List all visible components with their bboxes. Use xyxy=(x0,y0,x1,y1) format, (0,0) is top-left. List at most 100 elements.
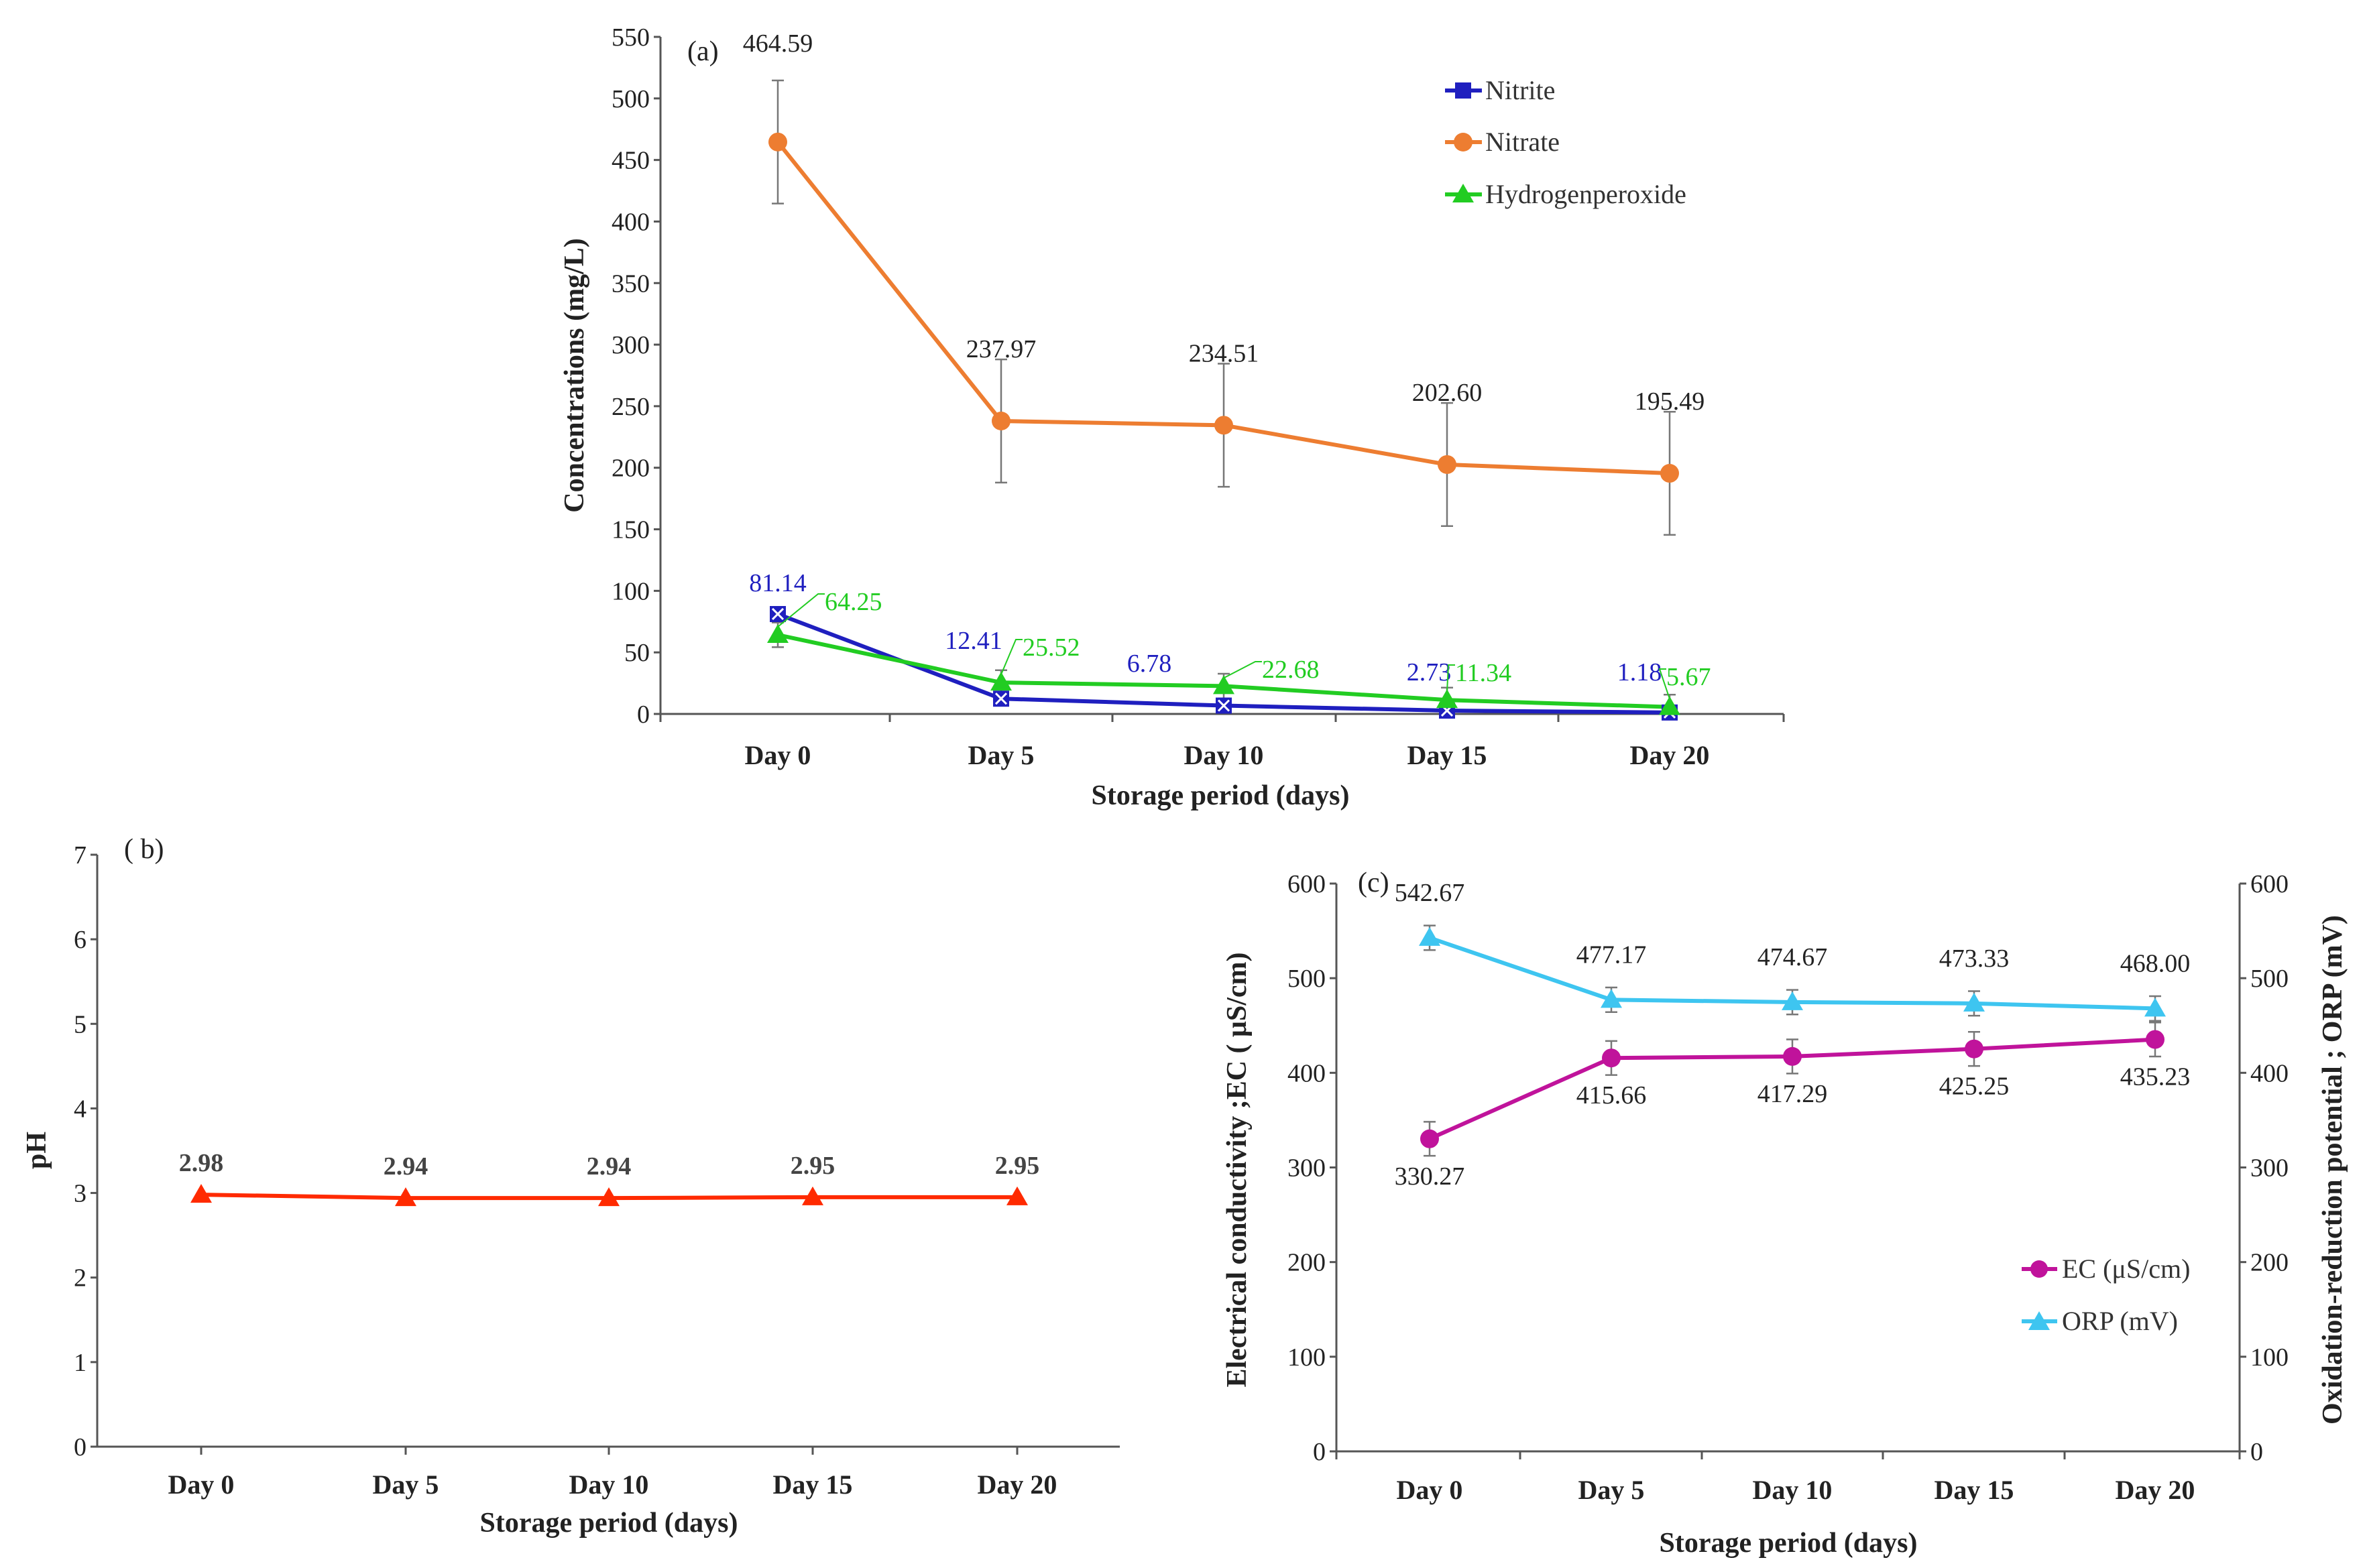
hydrogenperoxide-leader-2 xyxy=(1223,661,1262,679)
hydrogenperoxide-data-label-0: 64.25 xyxy=(825,588,882,616)
ec-data-label-4: 435.23 xyxy=(2120,1063,2191,1091)
ph-data-label-0: 2.98 xyxy=(179,1149,224,1177)
nitrite-data-label-3: 2.73 xyxy=(1407,658,1452,686)
ec-data-label-2: 417.29 xyxy=(1757,1080,1828,1108)
nitrate-data-label-1: 237.97 xyxy=(966,335,1037,363)
hydrogenperoxide-data-label-2: 22.68 xyxy=(1262,656,1320,684)
panel-a-ytick-label-1: 50 xyxy=(624,639,650,667)
panel-c-right-ytick-label-1: 100 xyxy=(2250,1343,2289,1372)
ph-data-label-3: 2.95 xyxy=(791,1152,835,1180)
panel-c-xtick-label-1: Day 5 xyxy=(1578,1475,1645,1505)
orp-data-label-1: 477.17 xyxy=(1576,941,1647,969)
nitrate-point-4 xyxy=(1660,464,1679,483)
nitrate-data-label-2: 234.51 xyxy=(1189,339,1259,367)
ph-point-0 xyxy=(190,1184,212,1203)
orp-data-label-4: 468.00 xyxy=(2120,949,2191,977)
ph-data-label-2: 2.94 xyxy=(587,1152,632,1181)
ph-data-label-4: 2.95 xyxy=(995,1152,1040,1180)
panel-c-right-ytick-label-4: 400 xyxy=(2250,1059,2289,1087)
panel-b-ytick-label-3: 3 xyxy=(74,1180,86,1208)
hydrogenperoxide-data-label-4: 5.67 xyxy=(1666,663,1711,691)
panel-a-ytick-label-11: 550 xyxy=(612,23,650,52)
panel-b-y-axis-label: pH xyxy=(21,1132,52,1169)
ec-point-1 xyxy=(1602,1048,1621,1068)
hydrogenperoxide-data-label-1: 25.52 xyxy=(1023,634,1080,662)
panel-b-x-axis-label: Storage period (days) xyxy=(480,1508,738,1539)
hydrogenperoxide-leader-4 xyxy=(1658,668,1670,699)
orp-point-3 xyxy=(1963,992,1985,1012)
panel-a-y-axis-label: Concentrations (mg/L) xyxy=(559,238,590,512)
ph-data-label-1: 2.94 xyxy=(384,1152,428,1181)
orp-point-1 xyxy=(1601,989,1622,1008)
panel-c-legend: EC (μS/cm) ORP (mV) xyxy=(2022,1254,2190,1336)
panel-b-ytick-label-0: 0 xyxy=(74,1433,86,1461)
nitrate-point-0 xyxy=(768,132,787,152)
panel-a-xtick-label-3: Day 15 xyxy=(1407,740,1487,770)
nitrite-point-2-cross xyxy=(1217,699,1230,712)
panel-a-xtick-label-2: Day 10 xyxy=(1184,740,1264,770)
hydrogenperoxide-leader-1 xyxy=(1000,639,1023,675)
panel-b-xtick-label-3: Day 15 xyxy=(773,1469,853,1500)
nitrite-data-label-2: 6.78 xyxy=(1127,650,1172,678)
panel-c-left-ytick-label-5: 500 xyxy=(1287,965,1326,993)
panel-c-right-ytick-label-3: 300 xyxy=(2250,1154,2289,1183)
panel-a-ytick-label-0: 0 xyxy=(637,701,650,729)
nitrite-point-2 xyxy=(1216,697,1232,714)
panel-b-xtick-label-4: Day 20 xyxy=(978,1469,1057,1500)
nitrite-data-label-1: 12.41 xyxy=(945,627,1002,655)
panel-c-xtick-label-0: Day 0 xyxy=(1397,1475,1463,1505)
panel-b-ytick-label-5: 5 xyxy=(74,1010,86,1038)
panel-b-xtick-label-2: Day 10 xyxy=(569,1469,649,1500)
panel-c-left-ytick-label-3: 300 xyxy=(1287,1154,1326,1183)
legend-nitrite-marker xyxy=(1455,82,1471,99)
hydrogenperoxide-leader-3 xyxy=(1446,664,1455,692)
hydrogenperoxide-data-label-3: 11.34 xyxy=(1455,659,1511,687)
panel-c-left-ytick-label-4: 400 xyxy=(1287,1059,1326,1087)
panel-c-left-ytick-label-2: 200 xyxy=(1287,1249,1326,1277)
ec-data-label-3: 425.25 xyxy=(1939,1073,2010,1101)
ec-point-2 xyxy=(1783,1046,1802,1066)
ec-point-4 xyxy=(2146,1030,2164,1049)
legend-hydrogenperoxide-marker xyxy=(1452,184,1474,202)
panel-b-ytick-label-1: 1 xyxy=(74,1349,86,1377)
legend-ec-marker xyxy=(2030,1260,2048,1278)
ph-point-4 xyxy=(1006,1186,1028,1205)
ph-point-3 xyxy=(802,1186,823,1205)
panel-c-right-ytick-label-0: 0 xyxy=(2250,1438,2263,1466)
panel-a-ytick-label-4: 200 xyxy=(612,455,650,483)
panel-a-xtick-label-1: Day 5 xyxy=(968,740,1035,770)
panel-c-left-ytick-label-0: 0 xyxy=(1313,1438,1326,1466)
orp-point-2 xyxy=(1782,991,1803,1010)
nitrate-data-label-0: 464.59 xyxy=(743,29,813,58)
panel-a-legend: Nitrite Nitrate Hydrogenperoxide xyxy=(1445,75,1686,209)
nitrite-data-label-4: 1.18 xyxy=(1617,658,1662,686)
panel-a-ytick-label-5: 250 xyxy=(612,393,650,421)
panel-c-label: (c) xyxy=(1358,867,1389,898)
panel-a-ytick-label-6: 300 xyxy=(612,331,650,359)
panel-b-ytick-label-7: 7 xyxy=(74,841,86,869)
nitrate-point-1 xyxy=(992,412,1011,431)
panel-c-left-y-axis-label: Electrical conductivity ;EC ( μS/cm) xyxy=(1222,952,1253,1387)
nitrate-data-label-3: 202.60 xyxy=(1412,379,1483,407)
orp-point-0 xyxy=(1419,926,1440,946)
panel-b-ytick-label-4: 4 xyxy=(74,1095,86,1123)
ec-point-0 xyxy=(1420,1129,1439,1148)
panel-c-xtick-label-2: Day 10 xyxy=(1753,1475,1833,1505)
panel-a-ytick-label-10: 500 xyxy=(612,85,650,113)
nitrite-point-1-cross xyxy=(994,692,1008,705)
nitrate-data-label-4: 195.49 xyxy=(1635,387,1705,416)
panel-a-label: (a) xyxy=(687,36,719,67)
nitrate-point-2 xyxy=(1214,416,1233,435)
legend-orp-marker xyxy=(2028,1311,2050,1330)
panel-c-x-axis-label: Storage period (days) xyxy=(1660,1528,1918,1559)
nitrite-point-0-cross xyxy=(771,607,785,621)
panel-a-ytick-label-3: 150 xyxy=(612,516,650,544)
panel-b-ytick-label-2: 2 xyxy=(74,1264,86,1292)
panel-a-ytick-label-2: 100 xyxy=(612,577,650,605)
ph-point-2 xyxy=(598,1187,620,1207)
panel-b-ytick-label-6: 6 xyxy=(74,926,86,954)
panel-a-ytick-label-9: 450 xyxy=(612,147,650,175)
legend-nitrite-label: Nitrite xyxy=(1485,75,1555,105)
ec-point-3 xyxy=(1965,1039,1983,1059)
